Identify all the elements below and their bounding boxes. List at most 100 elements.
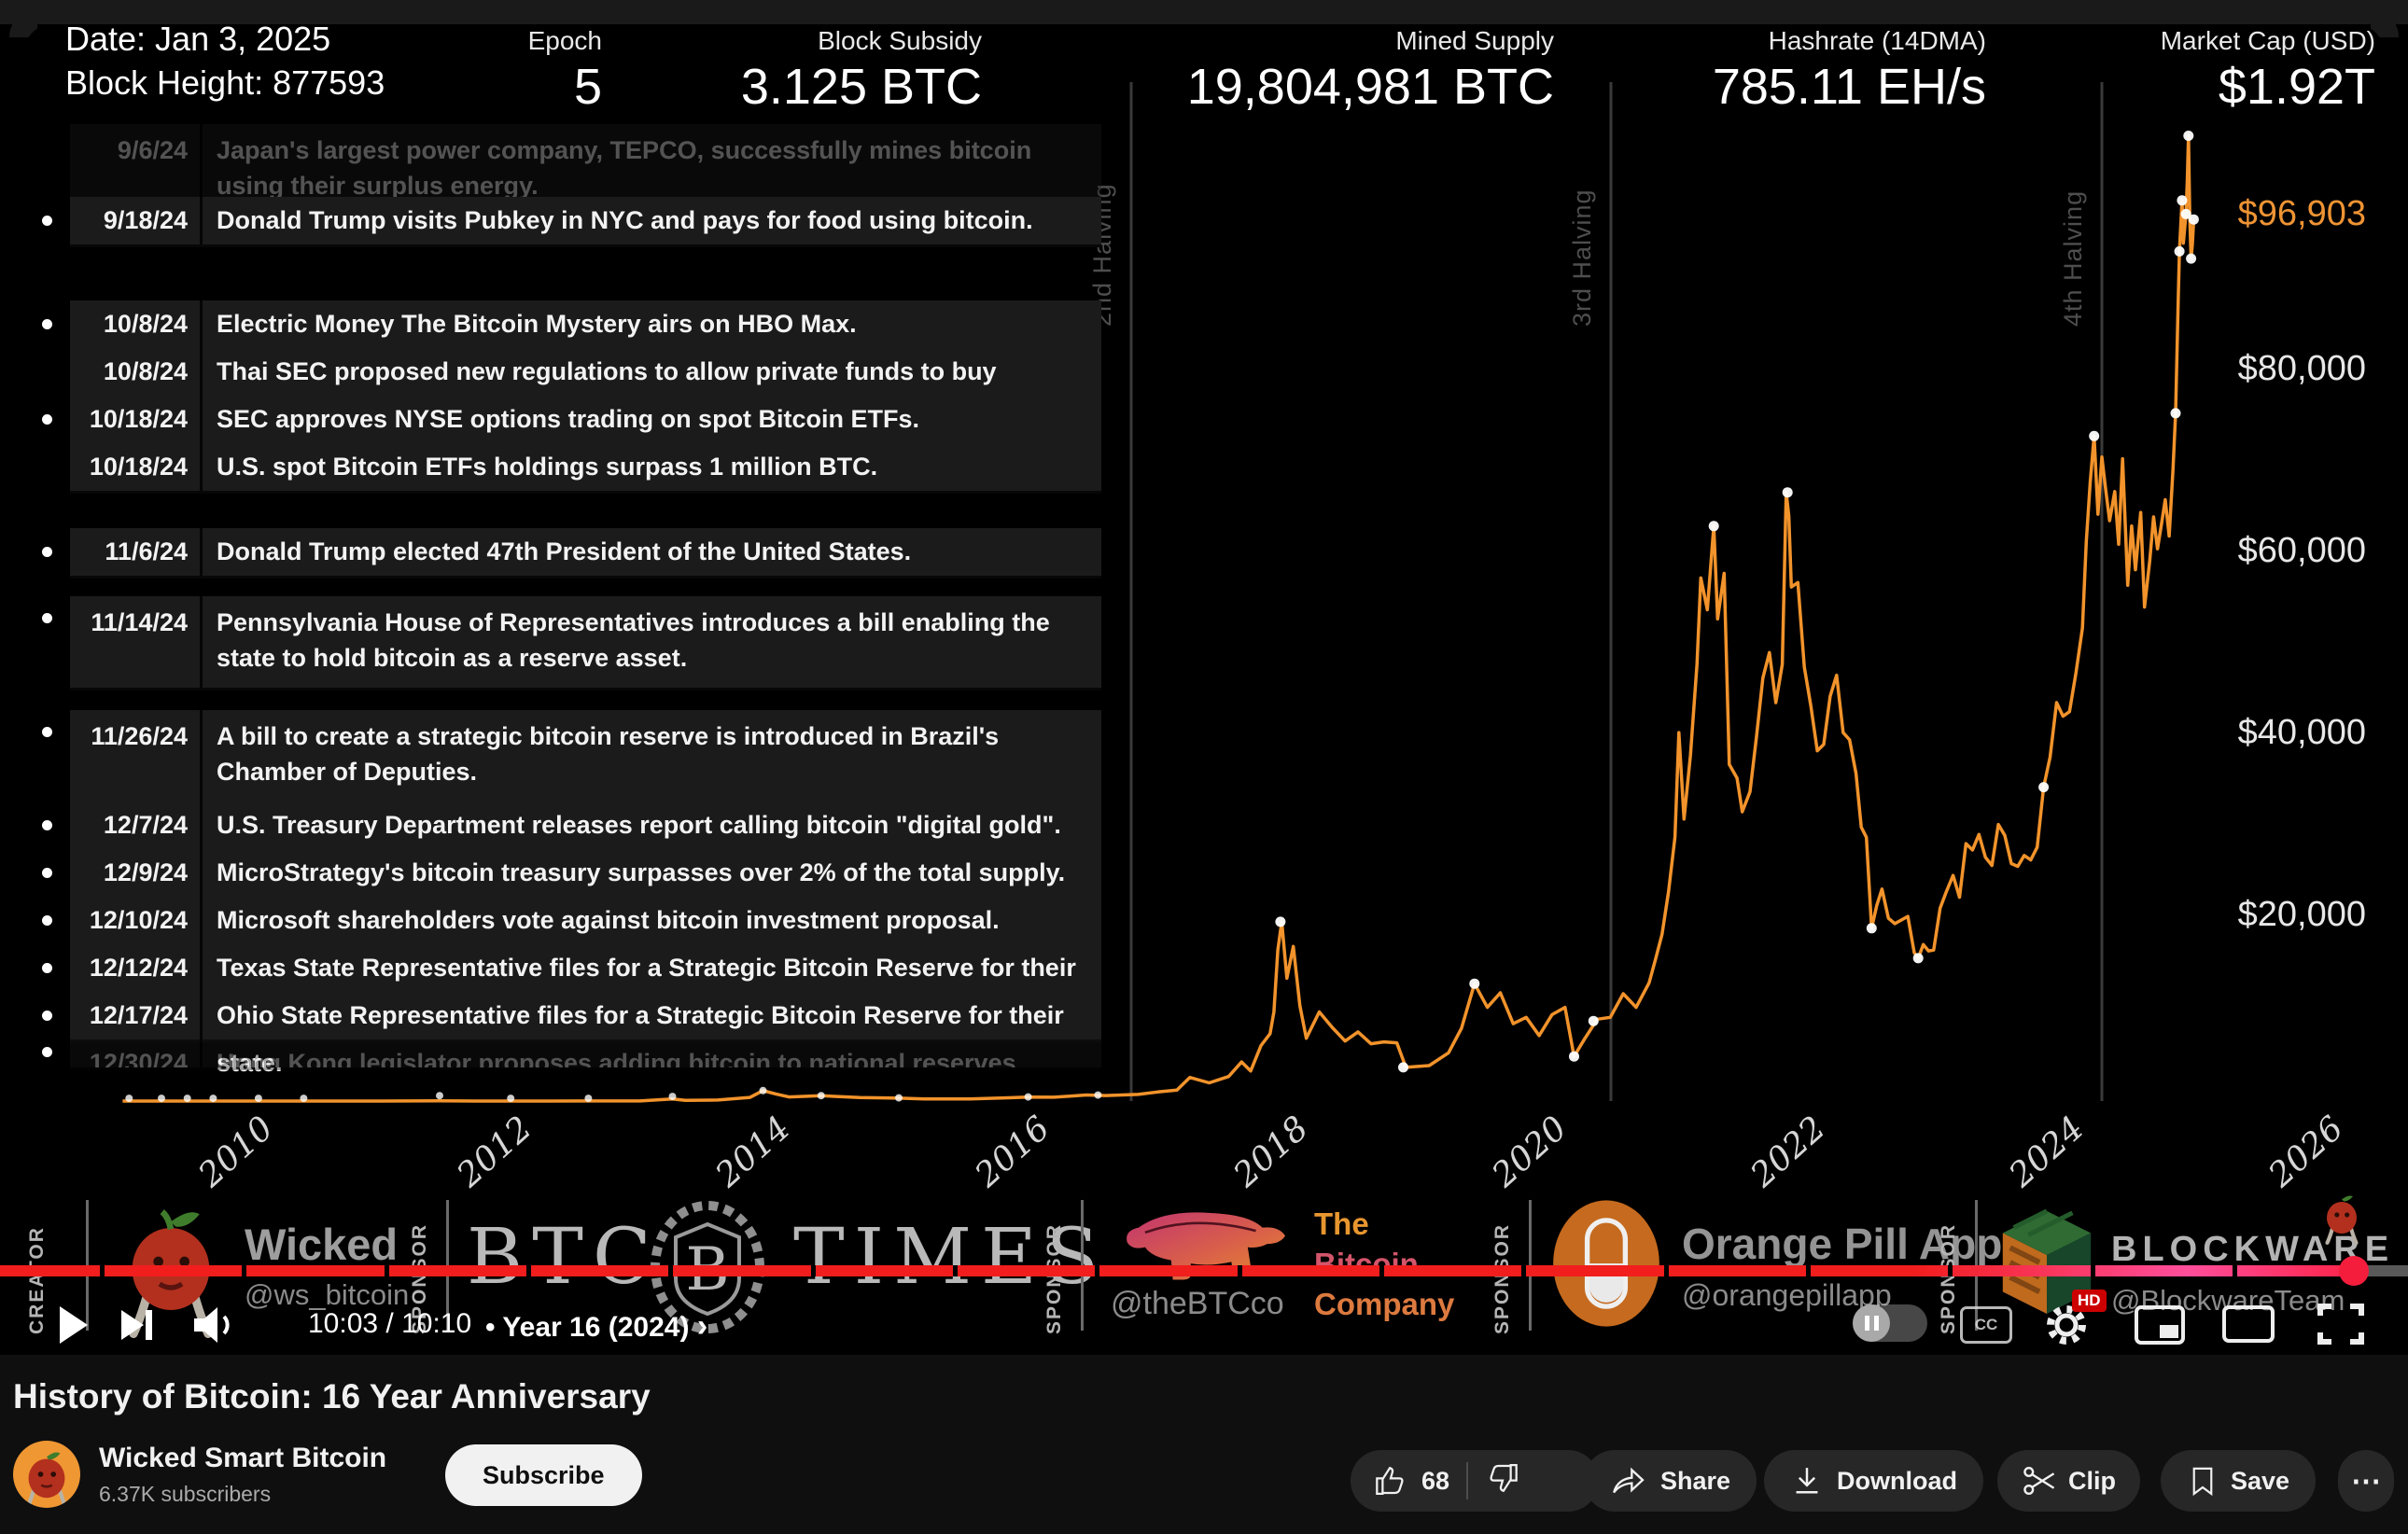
btc-times-word-btc: BTC [467, 1213, 661, 1302]
event-dot [125, 1095, 133, 1103]
event-text: Japan's largest power company, TEPCO, su… [217, 136, 1032, 200]
chapter-title[interactable]: • Year 16 (2024) › [485, 1308, 707, 1345]
subtitles-cc-button[interactable]: CC [1960, 1306, 2012, 1344]
chapter-gap [1379, 1265, 1384, 1276]
event-dot [584, 1095, 593, 1103]
download-button[interactable]: Download [1764, 1450, 1983, 1512]
event-dot [2170, 408, 2181, 419]
event-bullet [42, 1047, 52, 1057]
settings-gear-icon[interactable]: HD [2042, 1290, 2107, 1354]
event-dot [2177, 195, 2188, 206]
theater-mode-button[interactable] [2221, 1304, 2275, 1348]
like-count: 68 [1421, 1466, 1450, 1495]
event-dot [668, 1093, 677, 1101]
clip-button[interactable]: Clip [1997, 1450, 2140, 1512]
event-text: MicroStrategy's bitcoin treasury surpass… [217, 858, 1066, 886]
autoplay-pause-icon [1853, 1304, 1890, 1342]
save-button[interactable]: Save [2161, 1450, 2317, 1512]
stat-date: Date: Jan 3, 2025 [65, 20, 331, 58]
chapter-gap [811, 1265, 816, 1276]
event-row: 12/9/24 MicroStrategy's bitcoin treasury … [70, 849, 1101, 899]
event-dot [209, 1095, 217, 1103]
event-text: U.S. Treasury Department releases report… [217, 811, 1061, 839]
y-axis-label: $40,000 [2237, 713, 2366, 752]
event-row: 10/8/24 Thai SEC proposed new regulations… [70, 348, 1101, 433]
next-button[interactable] [118, 1304, 157, 1350]
download-icon [1796, 1468, 1818, 1494]
stat-market-cap: Market Cap (USD) $1.92T [2160, 26, 2375, 115]
event-bullet [42, 868, 52, 878]
y-axis-label: $80,000 [2237, 349, 2366, 388]
sponsor-wicked-name: Wicked [245, 1220, 399, 1269]
event-row: 12/10/24 Microsoft shareholders vote agai… [70, 897, 1101, 947]
event-dot [1024, 1093, 1032, 1101]
video-progress-bar[interactable] [0, 1256, 2408, 1286]
orange-pill-handle: @orangepillapp [1682, 1278, 1892, 1312]
event-dot [1569, 1051, 1579, 1062]
chapter-label: Year 16 (2024) [502, 1312, 690, 1343]
video-title: History of Bitcoin: 16 Year Anniversary [13, 1377, 651, 1415]
sponsor-banner: CREATOR Wicked @ws_bitcoin SPONSOR BTC B [0, 1192, 2408, 1355]
event-bullet [42, 820, 52, 830]
like-dislike-pill: 68 [1351, 1450, 1599, 1512]
time-display: 10:03 / 10:10 [308, 1308, 472, 1339]
event-date: 10/18/24 [70, 443, 203, 491]
event-row: 12/7/24 U.S. Treasury Department releases… [70, 802, 1101, 852]
miniplayer-button[interactable] [2134, 1304, 2186, 1350]
event-dot [1708, 521, 1719, 532]
dislike-button[interactable] [1485, 1460, 1520, 1502]
chapter-bullet: • [485, 1312, 496, 1343]
channel-avatar[interactable] [13, 1441, 80, 1508]
event-date: 12/7/24 [70, 802, 203, 849]
event-dot [817, 1092, 825, 1100]
fullscreen-button[interactable] [2317, 1301, 2365, 1352]
event-text: Ohio State Representative files for a St… [217, 1001, 1064, 1077]
chapter-gap [385, 1265, 389, 1276]
play-button[interactable] [54, 1303, 91, 1352]
progress-scrubber[interactable] [2339, 1256, 2369, 1286]
event-date: 10/18/24 [70, 396, 203, 443]
divider [1466, 1462, 1469, 1499]
event-date: 12/9/24 [70, 849, 203, 897]
scissors-icon [2023, 1466, 2055, 1496]
subscribe-button[interactable]: Subscribe [445, 1444, 642, 1506]
event-dot [1782, 487, 1793, 498]
event-row: 11/26/24 A bill to create a strategic bit… [70, 710, 1101, 804]
stat-date-block: Date: Jan 3, 2025 Block Height: 877593 [65, 17, 385, 105]
chapter-gap [2091, 1265, 2095, 1276]
event-text: Pennsylvania House of Representatives in… [217, 608, 1050, 672]
event-dot [2183, 131, 2194, 141]
event-bullet [42, 727, 52, 737]
autoplay-toggle[interactable] [1853, 1304, 1927, 1342]
event-date: 12/17/24 [70, 992, 203, 1039]
event-text: SEC approves NYSE options trading on spo… [217, 405, 920, 433]
chapter-gap [100, 1265, 105, 1276]
bitcoin-company-handle: @theBTCco [1111, 1286, 1284, 1321]
event-text: Electric Money The Bitcoin Mystery airs … [217, 310, 857, 338]
event-bullet [42, 216, 52, 226]
event-dot [254, 1095, 262, 1103]
video-player-surface[interactable]: Date: Jan 3, 2025 Block Height: 877593 E… [0, 0, 2408, 1355]
volume-button[interactable] [189, 1303, 241, 1352]
stat-hashrate: Hashrate (14DMA) 785.11 EH/s [1712, 26, 1986, 115]
chapter-gap [1806, 1265, 1811, 1276]
event-date: 12/10/24 [70, 897, 203, 944]
event-row: 12/30/24 Hong Kong legislator proposes ad… [70, 1039, 1101, 1070]
event-date: 12/12/24 [70, 944, 203, 992]
y-axis-label: $20,000 [2237, 895, 2366, 934]
thumbs-down-icon [1490, 1463, 1518, 1492]
more-actions-button[interactable]: ⋯ [2338, 1450, 2394, 1512]
stat-mined-supply: Mined Supply 19,804,981 BTC [1186, 26, 1554, 115]
chapter-gap [668, 1265, 673, 1276]
like-button[interactable]: 68 [1373, 1463, 1449, 1499]
event-dot [436, 1092, 443, 1100]
btc-price-line [122, 133, 2196, 1103]
event-bullet [42, 414, 52, 425]
event-date: 9/18/24 [70, 197, 203, 244]
channel-name[interactable]: Wicked Smart Bitcoin [99, 1443, 387, 1473]
share-button[interactable]: Share [1584, 1450, 1757, 1512]
halving-label: 3rd Halving [1568, 188, 1596, 327]
event-text: U.S. spot Bitcoin ETFs holdings surpass … [217, 453, 878, 481]
event-text: Donald Trump visits Pubkey in NYC and pa… [217, 206, 1033, 234]
